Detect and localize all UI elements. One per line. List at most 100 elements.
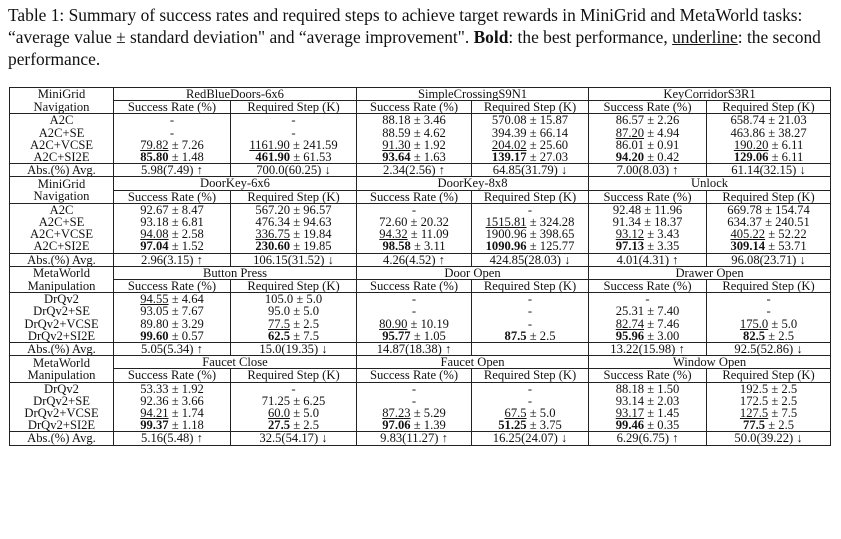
table-cell: 93.18 ± 6.81 [113,216,231,229]
abs-label: Abs.(%) Avg. [9,431,114,446]
table-cell: 79.82 ± 7.26 [113,138,231,152]
method-name: A2C+SE [9,126,114,139]
caption-suffix: : the second performance. [8,27,821,69]
std-dev: ± 0.35 [644,419,680,432]
table-cell: - [471,382,590,395]
second-value: 127.5 [739,407,769,420]
table-cell: - [356,203,473,217]
table-cell: 129.06 ± 6.11 [706,151,832,165]
abs-value: 2.96(3.15) ↑ [113,253,231,267]
table-cell: 1090.96 ± 125.77 [471,240,590,254]
std-dev: ± 1.74 [168,407,204,420]
abs-value: 700.0(60.25) ↓ [229,163,358,178]
second-value: 79.82 [140,138,169,152]
std-dev: ± 7.46 [644,317,680,330]
std-dev: ± 1.52 [168,240,204,254]
best-value: 139.17 [491,151,527,164]
table-cell: - [356,394,473,408]
section-header-row: MetaWorld Button Press Door Open Drawer Ope… [9,265,832,281]
table-row: DrQv2+SI2E 99.60 ± 0.57 62.5 ± 7.5 95.77 ± … [9,329,832,344]
std-dev: ± 10.19 [407,317,449,330]
success-rate-header: Success Rate (%) [113,100,231,115]
table-cell: 62.5 ± 7.5 [229,329,358,344]
success-rate-header: Success Rate (%) [356,190,473,204]
table-cell: 95.96 ± 3.00 [588,329,708,344]
abs-value: 50.0(39.22) ↓ [706,431,832,446]
std-dev: ± 5.0 [768,317,798,330]
table-cell: - [356,305,473,318]
std-dev: ± 1.39 [410,419,446,432]
table-row: DrQv2+SE 92.36 ± 3.66 71.25 ± 6.25- -93.14 … [9,394,832,408]
table-row: DrQv2+SE 93.05 ± 7.67 95.0 ± 5.0- -25.31 ± … [9,305,832,318]
abs-label: Abs.(%) Avg. [9,163,114,178]
table-cell: 71.25 ± 6.25 [229,394,358,408]
abs-label: Abs.(%) Avg. [9,342,114,357]
task-name: Window Open [588,355,832,370]
std-dev: ± 5.29 [410,407,446,420]
table-cell: 309.14 ± 53.71 [706,240,832,254]
abs-value: 32.5(54.17) ↓ [229,431,358,446]
column-header-row: Navigation Success Rate (%) Required Step … [9,100,832,115]
method-name: A2C+VCSE [9,138,114,152]
required-step-header: Required Step (K) [229,279,358,294]
required-step-header: Required Step (K) [471,100,590,115]
table-cell: - [356,382,473,395]
table-cell: 190.20 ± 6.11 [706,138,832,152]
table-cell: 94.20 ± 0.42 [588,151,708,165]
abs-value: 61.14(32.15) ↓ [706,163,832,178]
domain-label: MiniGrid [9,176,114,191]
caption-mid: : the best performance, [508,27,673,47]
task-name: Faucet Open [356,355,590,370]
table-cell: 93.14 ± 2.03 [588,394,708,408]
table-cell: - [471,394,590,408]
std-dev: ± 53.71 [765,240,807,254]
table-cell: 172.5 ± 2.5 [706,394,832,408]
table-cell: - [356,292,473,306]
table-cell: - [113,113,231,127]
std-dev: ± 241.59 [289,138,338,152]
best-value: 82.5 [743,329,766,343]
best-value: 309.14 [730,240,766,254]
category-label: Manipulation [9,368,114,383]
second-value: 336.75 [255,228,291,241]
std-dev: ± 4.94 [644,126,680,139]
task-name: Door Open [356,265,590,281]
table-row: A2C+SI2E 85.80 ± 1.48 461.90 ± 61.53 93.64 … [9,151,832,165]
std-dev: ± 2.5 [526,329,556,343]
second-value: 93.17 [615,407,645,420]
std-dev: ± 52.22 [765,228,807,241]
table-cell: 94.08 ± 2.58 [113,228,231,241]
method-name: DrQv2+SE [9,305,114,318]
std-dev: ± 3.43 [644,228,680,241]
table-cell: 87.20 ± 4.94 [588,126,708,139]
table-cell: 27.5 ± 2.5 [229,419,358,433]
table-cell: 634.37 ± 240.51 [706,216,832,229]
table-cell: 72.60 ± 20.32 [356,216,473,229]
method-name: DrQv2+VCSE [9,407,114,420]
table-cell: 1161.90 ± 241.59 [229,138,358,152]
table-cell: 94.32 ± 11.09 [356,228,473,241]
std-dev: ± 25.60 [526,138,569,152]
caption-prefix: Table 1: Summary of success rates and re… [8,5,803,47]
best-value: 1090.96 [485,240,527,254]
std-dev: ± 6.11 [768,151,804,164]
table-cell: 99.60 ± 0.57 [113,329,231,344]
method-name: A2C [9,113,114,127]
section-header-row: MiniGrid DoorKey-6x6 DoorKey-8x8 Unlock [9,176,832,191]
abs-value: 4.26(4.52) ↑ [356,253,473,267]
table-cell: 89.80 ± 3.29 [113,317,231,330]
table-cell: 92.36 ± 3.66 [113,394,231,408]
std-dev: ± 2.5 [290,419,319,432]
std-dev: ± 2.58 [168,228,204,241]
table-cell: 82.74 ± 7.46 [588,317,708,330]
domain-label: MetaWorld [9,265,114,280]
second-value: 67.5 [504,407,527,420]
table-cell: - [471,292,590,306]
table-cell: 567.20 ± 96.57 [229,203,358,217]
success-rate-header: Success Rate (%) [588,368,708,383]
second-value: 87.23 [382,407,411,420]
best-value: 129.06 [733,151,769,164]
best-value: 99.60 [140,329,169,343]
task-name: Faucet Close [112,355,358,370]
table-row: A2C - -88.18 ± 3.46 570.08 ± 15.87 86.57 ± 2… [9,113,832,127]
